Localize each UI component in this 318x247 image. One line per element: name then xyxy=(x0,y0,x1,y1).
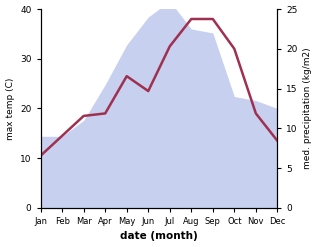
X-axis label: date (month): date (month) xyxy=(120,231,198,242)
Y-axis label: max temp (C): max temp (C) xyxy=(5,77,15,140)
Y-axis label: med. precipitation (kg/m2): med. precipitation (kg/m2) xyxy=(303,48,313,169)
